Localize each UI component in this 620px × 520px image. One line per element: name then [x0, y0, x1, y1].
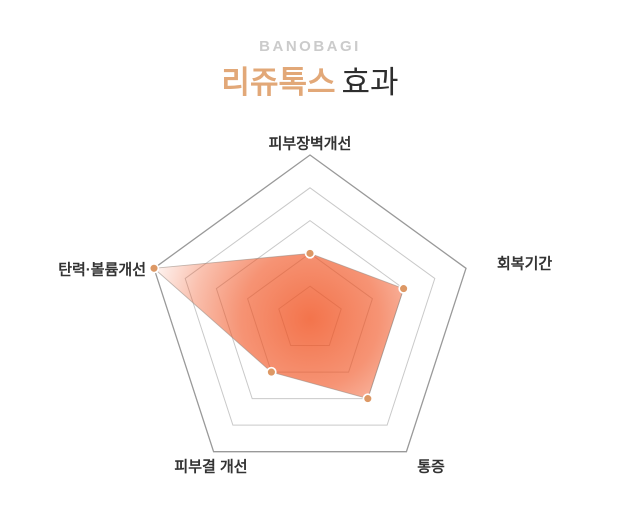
radar-point-1: [398, 283, 409, 294]
axis-label-pain: 통증: [417, 458, 445, 476]
page-title-highlight: 리쥬톡스: [221, 65, 336, 100]
page-title-rest: 효과: [341, 65, 399, 100]
grid-pentagon-level-5: [153, 154, 467, 453]
page-title: 리쥬톡스 효과: [0, 64, 620, 102]
radar-series-polygon: [152, 252, 405, 400]
axis-label-recovery-period: 회복기간: [497, 255, 553, 273]
axis-label-skin-texture: 피부결 개선: [174, 458, 248, 476]
radar-point-3: [266, 366, 277, 378]
brand-text: BANOBAGI: [259, 38, 361, 55]
radar-point-2: [362, 393, 374, 404]
radar-point-0: [304, 248, 316, 259]
axis-label-skin-barrier: 피부장벽개선: [268, 135, 352, 153]
radar-point-4: [148, 263, 160, 274]
axis-label-elasticity-volume: 탄력·볼륨개선: [58, 261, 146, 279]
